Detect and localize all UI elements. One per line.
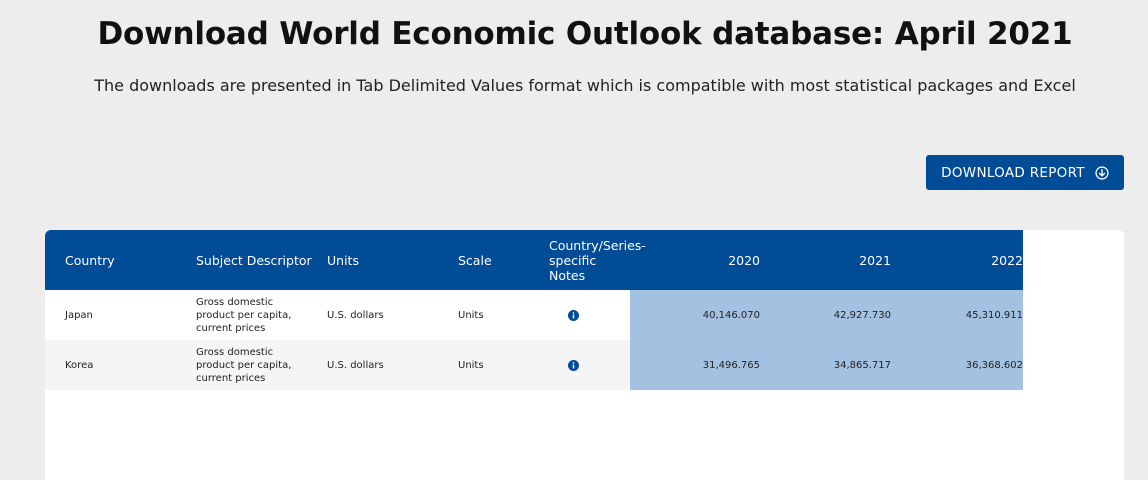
cell-value-2021: 34,865.717 (760, 340, 891, 390)
value-2020: 40,146.070 (702, 309, 760, 321)
cell-subject-descriptor: Gross domestic product per capita, curre… (196, 340, 321, 390)
value-2022: 45,310.911 (965, 309, 1023, 321)
data-table: Country Subject Descriptor Units Scale C… (45, 230, 1023, 390)
notes-header-line: Country/Series- (549, 237, 646, 253)
download-report-button[interactable]: DOWNLOAD REPORT (926, 155, 1124, 190)
column-header-scale[interactable]: Scale (458, 252, 492, 268)
subject-line: current prices (196, 372, 266, 384)
subject-line: product per capita, (196, 359, 292, 371)
cell-notes[interactable] (568, 290, 582, 340)
cell-country: Korea (65, 359, 94, 371)
page-subtitle: The downloads are presented in Tab Delim… (94, 76, 1076, 95)
info-icon[interactable] (568, 359, 579, 371)
value-2021: 34,865.717 (833, 359, 891, 371)
cell-subject-descriptor: Gross domestic product per capita, curre… (196, 290, 321, 340)
subject-line: Gross domestic (196, 346, 274, 358)
value-2022: 36,368.602 (965, 359, 1023, 371)
cell-units: U.S. dollars (327, 359, 384, 371)
subject-line: Gross domestic (196, 296, 274, 308)
subject-line: current prices (196, 322, 266, 334)
column-header-country[interactable]: Country (65, 252, 115, 268)
circle-arrow-down-icon (1095, 165, 1109, 180)
subject-line: product per capita, (196, 309, 292, 321)
cell-scale: Units (458, 359, 484, 371)
results-card: Country Subject Descriptor Units Scale C… (45, 230, 1124, 480)
column-header-2021[interactable]: 2021 (859, 252, 891, 268)
cell-notes[interactable] (568, 340, 582, 390)
value-2020: 31,496.765 (702, 359, 760, 371)
column-header-2020[interactable]: 2020 (728, 252, 760, 268)
value-2021: 42,927.730 (833, 309, 891, 321)
cell-value-2021: 42,927.730 (760, 290, 891, 340)
cell-country: Japan (65, 309, 93, 321)
table-header: Country Subject Descriptor Units Scale C… (45, 230, 1023, 290)
column-header-notes[interactable]: Country/Series- specific Notes (549, 230, 659, 290)
column-header-2022[interactable]: 2022 (991, 252, 1023, 268)
cell-value-2022: 36,368.602 (891, 340, 1023, 390)
notes-header-line: Notes (549, 267, 586, 283)
column-header-units[interactable]: Units (327, 252, 359, 268)
info-icon[interactable] (568, 309, 579, 321)
cell-value-2020: 40,146.070 (630, 290, 760, 340)
download-report-label: DOWNLOAD REPORT (941, 164, 1085, 181)
cell-scale: Units (458, 309, 484, 321)
table-row: Korea Gross domestic product per capita,… (45, 340, 1023, 390)
cell-value-2022: 45,310.911 (891, 290, 1023, 340)
table-row: Japan Gross domestic product per capita,… (45, 290, 1023, 340)
page-title: Download World Economic Outlook database… (97, 16, 1073, 52)
notes-header-line: specific (549, 252, 597, 268)
column-header-subject-descriptor[interactable]: Subject Descriptor (196, 252, 312, 268)
cell-value-2020: 31,496.765 (630, 340, 760, 390)
cell-units: U.S. dollars (327, 309, 384, 321)
